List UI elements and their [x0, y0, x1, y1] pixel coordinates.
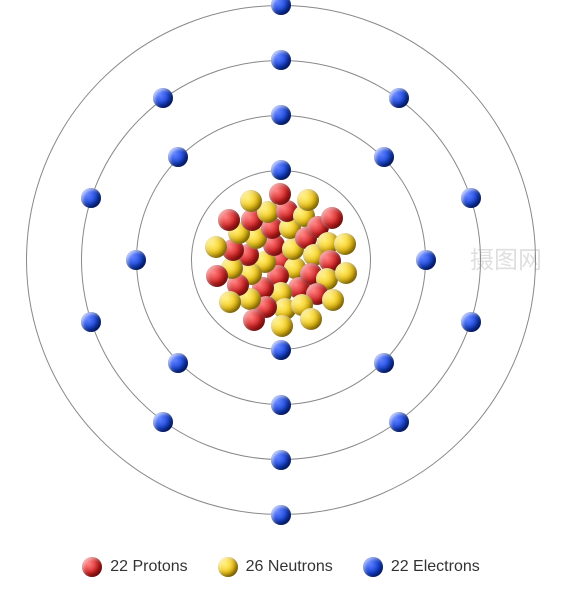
electron [153, 88, 173, 108]
electron [374, 353, 394, 373]
electron [81, 312, 101, 332]
nucleus [226, 205, 336, 315]
proton-dot-icon [82, 557, 102, 577]
electron [168, 147, 188, 167]
proton [269, 183, 291, 205]
electron [389, 88, 409, 108]
legend-item-protons: 22 Protons [82, 557, 187, 577]
electron [271, 105, 291, 125]
proton [243, 309, 265, 331]
legend-item-electrons: 22 Electrons [363, 557, 480, 577]
electron [168, 353, 188, 373]
electron [126, 250, 146, 270]
electron-dot-icon [363, 557, 383, 577]
electron [271, 340, 291, 360]
electron [81, 188, 101, 208]
legend-label-protons: 22 Protons [110, 558, 187, 576]
neutron [205, 236, 227, 258]
legend-label-electrons: 22 Electrons [391, 558, 480, 576]
neutron-dot-icon [218, 557, 238, 577]
neutron [300, 308, 322, 330]
legend: 22 Protons 26 Neutrons 22 Electrons [0, 557, 562, 577]
atom-diagram [0, 0, 562, 520]
electron [461, 312, 481, 332]
electron [374, 147, 394, 167]
neutron [219, 291, 241, 313]
neutron [297, 189, 319, 211]
electron [416, 250, 436, 270]
legend-item-neutrons: 26 Neutrons [218, 557, 333, 577]
electron [271, 505, 291, 525]
neutron [334, 233, 356, 255]
electron [271, 395, 291, 415]
proton [321, 207, 343, 229]
electron [153, 412, 173, 432]
electron [271, 160, 291, 180]
legend-label-neutrons: 26 Neutrons [246, 558, 333, 576]
neutron [335, 262, 357, 284]
proton [206, 265, 228, 287]
electron [461, 188, 481, 208]
proton [218, 209, 240, 231]
electron [389, 412, 409, 432]
electron [271, 450, 291, 470]
electron [271, 50, 291, 70]
